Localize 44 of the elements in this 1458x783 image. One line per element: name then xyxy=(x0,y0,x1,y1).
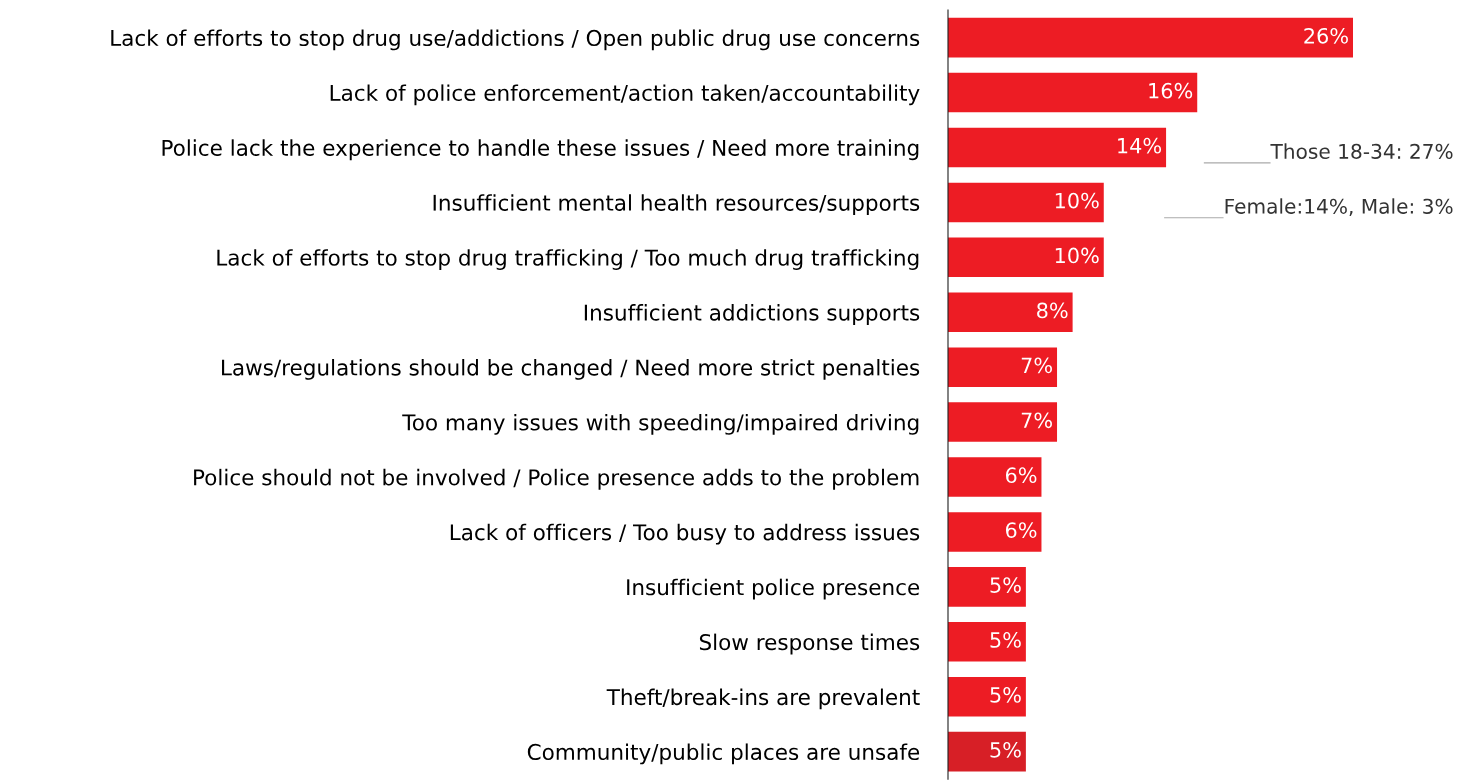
bar xyxy=(948,457,1042,497)
y-tick-label: Police lack the experience to handle these issues / Need more training xyxy=(162,139,919,161)
bar xyxy=(948,731,1026,772)
bar xyxy=(948,567,1026,607)
y-tick-label: Police should not be involved / Police presence adds to the problem xyxy=(194,468,919,490)
data-label: 5% xyxy=(990,686,1021,703)
y-tick-label: Insufficient police presence xyxy=(627,578,920,600)
y-tick-label: Lack of police enforcement/action taken/accountability xyxy=(330,84,920,106)
y-tick-label: Lack of officers / Too busy to address issues xyxy=(450,523,920,545)
annotation: Those 18-34: 27% xyxy=(1270,143,1453,159)
data-label: 10% xyxy=(1055,192,1099,209)
bar xyxy=(948,676,1026,717)
y-tick-label: Insufficient addictions supports xyxy=(584,304,920,325)
bar xyxy=(948,402,1058,442)
data-label: 10% xyxy=(1055,247,1099,264)
y-tick-label: Community/public places are unsafe xyxy=(527,743,920,765)
bar xyxy=(948,17,1353,58)
y-tick-label: Lack of efforts to stop drug trafficking / Too much drug trafficking xyxy=(217,249,919,270)
data-label: 5% xyxy=(990,577,1021,593)
data-label: 5% xyxy=(990,632,1021,648)
y-tick-label: Laws/regulations should be changed / Need more strict penalties xyxy=(222,358,920,380)
annotation: Female:14%, Male: 3% xyxy=(1225,198,1453,216)
data-label: 5% xyxy=(990,741,1021,758)
bar xyxy=(948,72,1198,113)
data-label: 26% xyxy=(1304,27,1348,44)
data-label: 8% xyxy=(1037,302,1068,319)
y-tick-label: Insufficient mental health resources/supports xyxy=(433,194,920,216)
data-label: 6% xyxy=(1005,467,1037,484)
bar xyxy=(948,347,1058,387)
data-label: 7% xyxy=(1021,412,1052,429)
y-tick-label: Lack of efforts to stop drug use/addictions / Open public drug use concerns xyxy=(111,29,920,51)
y-tick-label: Slow response times xyxy=(699,633,920,655)
y-tick-label: Too many issues with speeding/impaired driving xyxy=(402,413,919,435)
data-label: 6% xyxy=(1005,522,1037,538)
bar xyxy=(948,512,1042,552)
bar xyxy=(948,237,1104,278)
y-tick-label: Theft/break-ins are prevalent xyxy=(606,688,920,710)
bar xyxy=(948,292,1073,333)
data-label: 16% xyxy=(1149,82,1193,99)
bar xyxy=(948,182,1104,223)
bar xyxy=(948,127,1167,168)
bar xyxy=(948,622,1026,662)
data-label: 14% xyxy=(1118,137,1162,154)
data-label: 7% xyxy=(1021,357,1052,374)
